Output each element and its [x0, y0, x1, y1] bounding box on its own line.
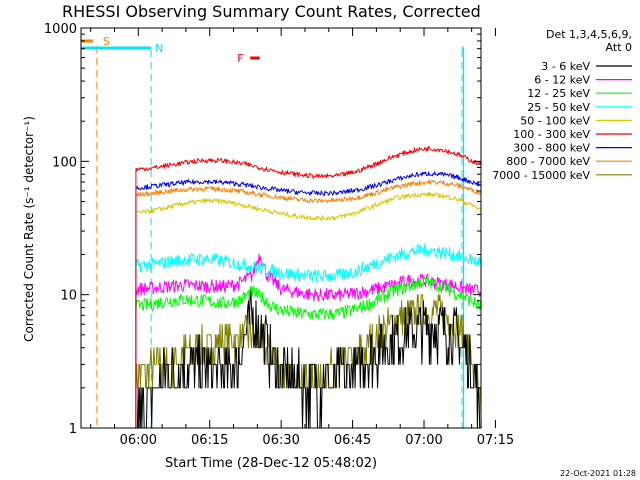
legend-entry-label: 25 - 50 keV [527, 101, 590, 114]
series-layer [135, 145, 482, 429]
series-line [135, 191, 482, 221]
series-line [135, 171, 482, 197]
flag-n-label: N [155, 42, 163, 55]
footer-timestamp: 22-Oct-2021 01:28 [560, 469, 636, 478]
legend-entry-label: 7000 - 15000 keV [492, 169, 590, 182]
x-tick-label: 07:15 [477, 433, 514, 448]
series-line [135, 179, 482, 204]
x-tick-label: 06:00 [120, 433, 157, 448]
y-tick-label: 1 [69, 422, 77, 437]
legend-entry-label: 300 - 800 keV [513, 142, 590, 155]
legend-entry-label: 100 - 300 keV [513, 128, 590, 141]
legend-entry-label: 6 - 12 keV [534, 74, 590, 87]
legend-header-line-2: Att 0 [606, 41, 632, 54]
axes: 1 10 100 1000 06:00 06:15 06:30 06:45 07:00 07:15 [44, 22, 514, 448]
series-line [135, 145, 482, 179]
y-tick-label: 10 [60, 289, 77, 304]
legend-entry-label: 12 - 25 keV [527, 87, 590, 100]
series-line [135, 243, 482, 283]
y-tick-label: 100 [52, 155, 77, 170]
series-line [135, 275, 482, 320]
y-axis-label: Corrected Count Rate (s⁻¹ detector⁻¹) [22, 116, 36, 342]
x-tick-label: 06:45 [334, 433, 371, 448]
x-tick-label: 06:15 [191, 433, 228, 448]
flag-f-label: F [237, 52, 243, 65]
series-trace [135, 145, 482, 428]
x-axis-label: Start Time (28-Dec-12 05:48:02) [165, 456, 377, 471]
chart-title: RHESSI Observing Summary Count Rates, Co… [62, 2, 481, 21]
legend-header-line-1: Det 1,3,4,5,6,9, [546, 28, 632, 41]
legend-entry-label: 3 - 6 keV [541, 60, 590, 73]
x-tick-label: 06:30 [262, 433, 299, 448]
x-tick-label: 07:00 [405, 433, 442, 448]
flag-s-label: S [103, 35, 110, 48]
legend-entry-label: 800 - 7000 keV [506, 155, 590, 168]
y-tick-label: 1000 [44, 22, 77, 37]
legend-entry-label: 50 - 100 keV [520, 114, 590, 127]
observing-flags: S N F [81, 35, 465, 428]
